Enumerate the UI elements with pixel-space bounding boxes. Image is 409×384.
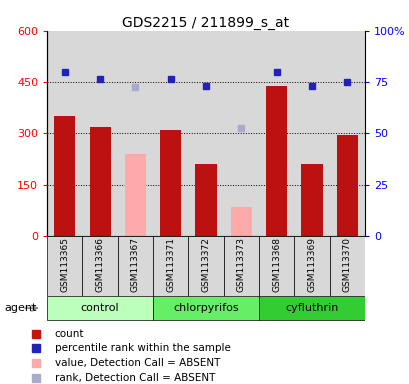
Text: control: control: [81, 303, 119, 313]
Text: GSM113366: GSM113366: [95, 237, 104, 292]
Text: GSM113371: GSM113371: [166, 237, 175, 292]
Bar: [82, 236, 117, 296]
Bar: [223, 236, 258, 296]
Bar: [89, 127, 110, 236]
Text: count: count: [55, 329, 84, 339]
Bar: [265, 86, 287, 236]
Bar: [294, 31, 329, 236]
Bar: [301, 164, 322, 236]
Bar: [188, 236, 223, 296]
Bar: [258, 31, 294, 236]
Text: GSM113367: GSM113367: [130, 237, 139, 292]
Bar: [117, 236, 153, 296]
Bar: [223, 31, 258, 236]
Bar: [117, 31, 153, 236]
Text: GSM113365: GSM113365: [60, 237, 69, 292]
Text: GSM113369: GSM113369: [307, 237, 316, 292]
Bar: [329, 236, 364, 296]
Text: value, Detection Call = ABSENT: value, Detection Call = ABSENT: [55, 358, 220, 368]
Bar: [82, 31, 117, 236]
Bar: [230, 207, 251, 236]
Bar: [47, 296, 153, 320]
Text: cyfluthrin: cyfluthrin: [285, 303, 338, 313]
Text: GSM113368: GSM113368: [272, 237, 281, 292]
Bar: [329, 31, 364, 236]
Bar: [153, 31, 188, 236]
Bar: [47, 31, 82, 236]
Bar: [47, 236, 82, 296]
Bar: [153, 236, 188, 296]
Text: GSM113370: GSM113370: [342, 237, 351, 292]
Bar: [258, 236, 294, 296]
Text: GSM113372: GSM113372: [201, 237, 210, 292]
Bar: [153, 296, 258, 320]
Text: chlorpyrifos: chlorpyrifos: [173, 303, 238, 313]
Bar: [160, 130, 181, 236]
Bar: [336, 135, 357, 236]
Text: agent: agent: [4, 303, 36, 313]
Bar: [294, 236, 329, 296]
Bar: [188, 31, 223, 236]
Title: GDS2215 / 211899_s_at: GDS2215 / 211899_s_at: [122, 16, 289, 30]
Bar: [258, 296, 364, 320]
Bar: [54, 116, 75, 236]
Text: GSM113373: GSM113373: [236, 237, 245, 292]
Text: percentile rank within the sample: percentile rank within the sample: [55, 343, 230, 353]
Text: rank, Detection Call = ABSENT: rank, Detection Call = ABSENT: [55, 373, 215, 383]
Bar: [195, 164, 216, 236]
Bar: [124, 154, 146, 236]
